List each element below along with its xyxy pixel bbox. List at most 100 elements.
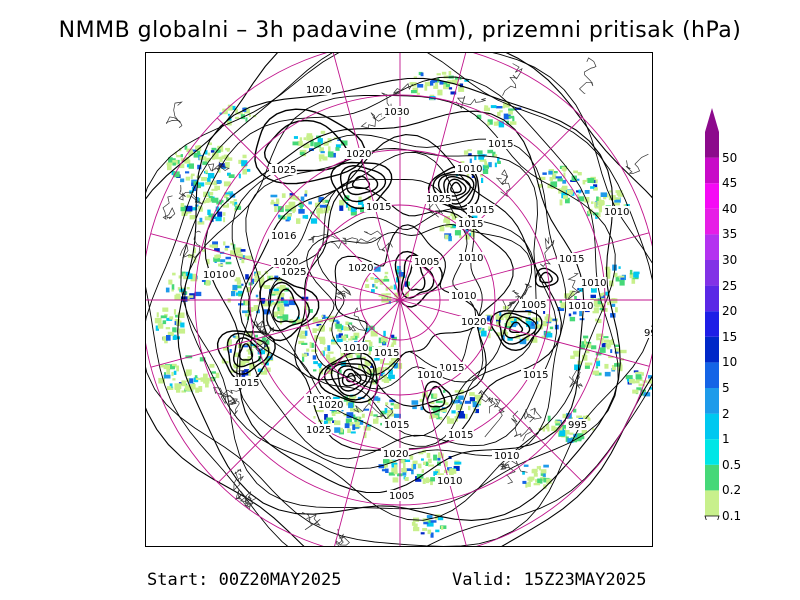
precip-cell: [186, 194, 191, 198]
precip-cell: [388, 472, 395, 476]
precip-cell: [530, 339, 538, 343]
precip-cell: [536, 466, 539, 469]
precip-cell: [422, 528, 428, 531]
precip-cell: [241, 160, 246, 164]
precip-cell: [326, 369, 333, 374]
precip-cell: [236, 280, 242, 285]
precip-cell: [233, 363, 238, 368]
precip-cell: [577, 196, 584, 202]
isobar-label-bg: [269, 230, 297, 241]
precip-cell: [548, 170, 553, 175]
precip-cell: [614, 363, 620, 367]
precip-cell: [384, 407, 388, 413]
precip-cell: [314, 142, 321, 148]
precip-cell: [633, 272, 639, 278]
precip-cell: [352, 414, 356, 420]
precip-cell: [592, 307, 599, 314]
precip-cell: [172, 272, 176, 276]
precip-cell: [459, 83, 464, 88]
valid-time: Valid: 15Z23MAY2025: [452, 570, 647, 590]
isobar-label: 1020: [383, 449, 408, 460]
precip-cell: [333, 396, 340, 399]
precip-cell: [528, 317, 531, 322]
precip-cell: [562, 413, 568, 419]
precip-cell: [437, 89, 443, 96]
isobar-label: 1020: [306, 85, 331, 96]
precip-cell: [546, 478, 552, 485]
precip-cell: [180, 178, 185, 183]
precip-cell: [458, 86, 465, 92]
precip-cell: [251, 278, 255, 285]
precip-cell: [235, 108, 238, 115]
precip-cell: [169, 383, 173, 389]
precip-cell: [563, 172, 566, 179]
isobar: [239, 134, 562, 451]
precip-cell: [459, 401, 463, 405]
precip-cell: [455, 404, 463, 411]
precip-cell: [189, 378, 194, 384]
coastline: [498, 457, 528, 473]
precip-cell: [393, 284, 397, 290]
precip-cell: [318, 154, 325, 159]
isobar-label: 1015: [469, 205, 494, 216]
precip-cell: [445, 224, 452, 228]
precip-cell: [616, 191, 622, 196]
precip-cell: [240, 249, 246, 252]
precip-cell: [298, 340, 305, 345]
precip-cell: [451, 215, 458, 220]
precip-cell: [590, 345, 597, 350]
precip-cell: [561, 428, 564, 433]
precip-cell: [363, 425, 371, 431]
precip-cell: [457, 411, 464, 415]
precip-cell: [609, 339, 613, 345]
colorbar-swatch: [705, 413, 719, 440]
precip-cell: [220, 259, 226, 263]
precip-cell: [507, 337, 513, 341]
precip-cell: [346, 412, 354, 419]
precip-cell: [341, 325, 344, 331]
precip-cell: [176, 320, 182, 326]
precip-cell: [345, 202, 349, 208]
precip-cell: [232, 284, 238, 291]
isobar-label-bg: [446, 429, 474, 440]
colorbar-label: 0.1: [722, 509, 742, 523]
precip-cell: [394, 292, 400, 298]
precip-cell: [422, 478, 426, 484]
precip-cell: [226, 197, 229, 202]
precip-cell: [266, 354, 273, 360]
precip-cell: [206, 258, 210, 265]
precip-cell: [601, 343, 607, 348]
precip-cell: [415, 476, 422, 482]
precip-cell: [613, 272, 618, 278]
precip-cell: [225, 192, 232, 195]
isobar-label: 1020: [273, 257, 298, 268]
precip-cell: [394, 464, 398, 471]
precip-cell: [258, 350, 265, 355]
precip-cell: [248, 370, 251, 376]
precip-cell: [430, 532, 434, 538]
meridian: [399, 232, 650, 301]
precip-cell: [335, 144, 341, 148]
precip-cell: [572, 311, 577, 315]
precip-cell: [308, 201, 312, 205]
coastline: [381, 83, 413, 111]
precip-cell: [211, 147, 217, 151]
precip-cell: [301, 353, 308, 357]
precip-cell: [404, 281, 409, 287]
colorbar-label: 10: [722, 355, 738, 370]
precip-cell: [210, 150, 215, 153]
precip-cell: [186, 287, 190, 290]
precip-cell: [378, 464, 385, 469]
precip-cell: [260, 278, 265, 284]
precip-cell: [322, 314, 326, 319]
precip-cell: [325, 354, 331, 360]
precip-cell: [346, 322, 353, 325]
precip-cell: [466, 233, 470, 237]
precip-cell: [358, 420, 364, 425]
isobar-label: 1010: [458, 253, 483, 264]
coastline: [539, 237, 555, 267]
precip-cell: [584, 341, 592, 345]
precip-cell: [360, 207, 367, 213]
precip-cell: [204, 216, 212, 221]
colorbar-swatch: [705, 439, 719, 465]
